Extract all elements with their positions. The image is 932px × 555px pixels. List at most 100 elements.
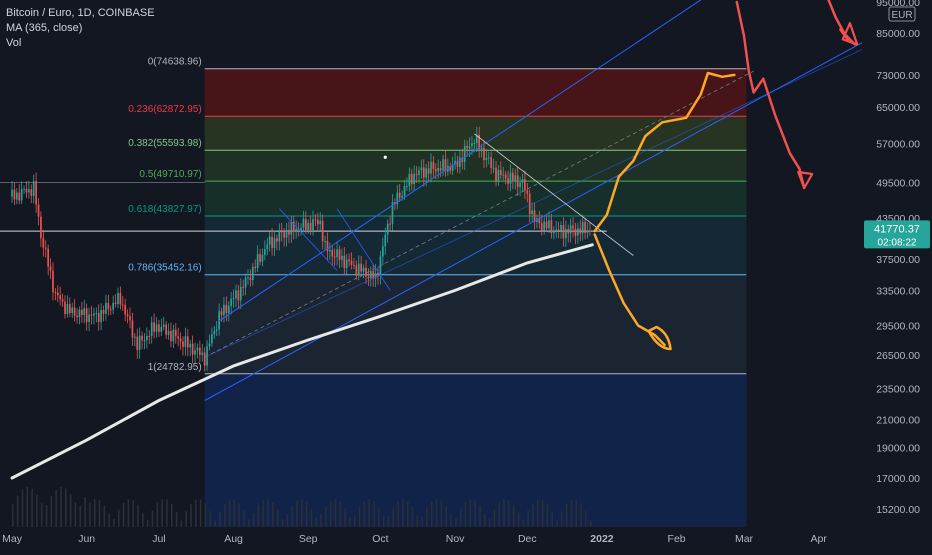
candle-body[interactable] [350, 261, 353, 265]
candle-body[interactable] [182, 341, 184, 347]
candle-body[interactable] [201, 352, 204, 355]
candle-body[interactable] [567, 228, 570, 234]
candle-body[interactable] [208, 343, 211, 347]
candle-body[interactable] [138, 335, 141, 350]
candle-body[interactable] [136, 336, 139, 350]
candle-body[interactable] [386, 223, 389, 235]
candle-body[interactable] [199, 347, 201, 355]
candle-body[interactable] [471, 143, 473, 147]
candle-body[interactable] [507, 178, 509, 184]
bull-scenario-drawing[interactable] [593, 71, 736, 233]
candle-body[interactable] [278, 231, 281, 242]
candle-body[interactable] [174, 329, 177, 337]
candle-body[interactable] [372, 271, 375, 279]
candle-body[interactable] [309, 223, 312, 231]
candle-body[interactable] [280, 231, 283, 233]
cross-line[interactable] [336, 208, 391, 291]
candle-body[interactable] [439, 168, 442, 171]
red-top-arrowhead[interactable] [841, 22, 859, 46]
candle-body[interactable] [430, 161, 432, 174]
candle-body[interactable] [478, 134, 480, 150]
candle-body[interactable] [406, 186, 408, 188]
candle-body[interactable] [341, 255, 343, 260]
candle-body[interactable] [319, 220, 322, 225]
volume-indicator-label[interactable]: Vol [6, 37, 22, 49]
candle-body[interactable] [357, 263, 360, 276]
candle-body[interactable] [256, 254, 259, 269]
candle-body[interactable] [97, 312, 100, 323]
candle-body[interactable] [540, 223, 543, 231]
candle-body[interactable] [54, 292, 57, 294]
candle-body[interactable] [367, 276, 370, 279]
cross-line[interactable] [279, 208, 338, 271]
candle-body[interactable] [179, 338, 182, 342]
candle-body[interactable] [564, 228, 567, 239]
candle-body[interactable] [126, 314, 129, 317]
candle-body[interactable] [355, 265, 358, 276]
candle-body[interactable] [239, 286, 242, 301]
candle-body[interactable] [18, 192, 21, 201]
candle-body[interactable] [497, 169, 500, 183]
candle-body[interactable] [95, 312, 98, 314]
candle-body[interactable] [533, 210, 536, 222]
candle-body[interactable] [485, 157, 488, 161]
candle-body[interactable] [584, 221, 586, 233]
candle-body[interactable] [129, 316, 131, 321]
candle-body[interactable] [307, 223, 310, 230]
channel-line[interactable] [218, 0, 739, 322]
candle-body[interactable] [76, 315, 78, 318]
candle-body[interactable] [463, 145, 466, 163]
candle-body[interactable] [410, 173, 413, 185]
candle-body[interactable] [466, 145, 468, 149]
candle-body[interactable] [389, 223, 391, 225]
candle-body[interactable] [413, 173, 415, 185]
candle-body[interactable] [526, 190, 529, 194]
candle-body[interactable] [290, 221, 293, 235]
candle-body[interactable] [121, 304, 124, 306]
candle-body[interactable] [131, 320, 134, 338]
candle-body[interactable] [543, 221, 546, 231]
current-price-tag[interactable] [864, 220, 930, 249]
candle-body[interactable] [391, 202, 394, 224]
candle-body[interactable] [237, 290, 240, 301]
candle-body[interactable] [492, 167, 495, 169]
candle-body[interactable] [333, 256, 336, 258]
candle-body[interactable] [88, 314, 90, 323]
candle-body[interactable] [336, 249, 338, 257]
candle-body[interactable] [37, 204, 40, 217]
candle-body[interactable] [146, 335, 148, 341]
candle-body[interactable] [504, 174, 507, 179]
candle-body[interactable] [555, 229, 558, 231]
candle-body[interactable] [324, 241, 326, 243]
candle-body[interactable] [552, 230, 555, 234]
candle-body[interactable] [516, 175, 519, 187]
candle-body[interactable] [524, 179, 526, 191]
candle-body[interactable] [473, 143, 476, 145]
candle-body[interactable] [548, 220, 550, 229]
candle-body[interactable] [499, 169, 502, 176]
candle-body[interactable] [105, 302, 107, 314]
candle-body[interactable] [329, 249, 331, 252]
candle-body[interactable] [64, 301, 66, 314]
candle-body[interactable] [66, 304, 69, 314]
candle-body[interactable] [338, 249, 341, 260]
candle-body[interactable] [56, 292, 59, 296]
candle-body[interactable] [90, 314, 93, 316]
candle-body[interactable] [249, 277, 252, 281]
candle-body[interactable] [32, 181, 35, 196]
candle-body[interactable] [418, 169, 420, 175]
candle-body[interactable] [480, 147, 483, 150]
candle-body[interactable] [35, 181, 37, 205]
candle-body[interactable] [449, 166, 452, 171]
channel-line[interactable] [204, 49, 863, 358]
candle-body[interactable] [259, 254, 261, 262]
candle-body[interactable] [150, 322, 153, 337]
candle-body[interactable] [52, 270, 54, 293]
candle-body[interactable] [49, 266, 52, 271]
candle-body[interactable] [316, 219, 319, 225]
candle-body[interactable] [531, 210, 533, 215]
candle-body[interactable] [203, 352, 206, 366]
candle-body[interactable] [572, 225, 574, 229]
candle-body[interactable] [273, 238, 276, 249]
candle-body[interactable] [189, 343, 192, 348]
